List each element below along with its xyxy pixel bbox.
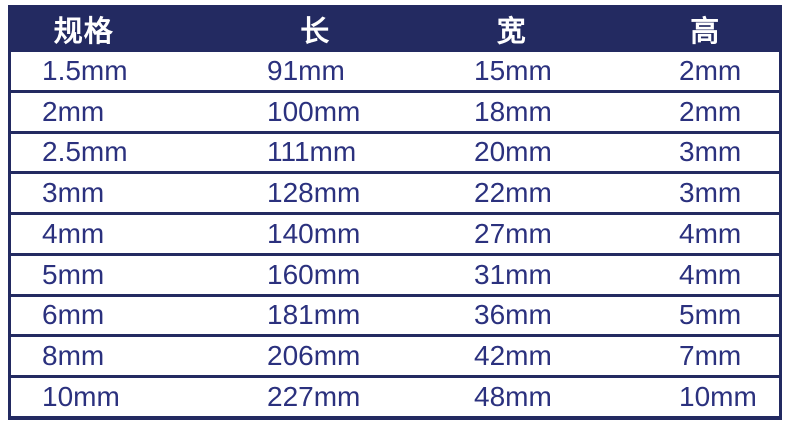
cell-spec: 5mm — [42, 258, 105, 290]
table-row: 4mm 140mm 27mm 4mm — [11, 212, 779, 253]
cell-width: 22mm — [474, 177, 552, 209]
cell-height: 3mm — [679, 136, 742, 168]
cell-width: 20mm — [474, 136, 552, 168]
cell-length: 160mm — [267, 258, 361, 290]
cell-spec: 3mm — [42, 177, 105, 209]
cell-length: 128mm — [267, 177, 361, 209]
table-row: 5mm 160mm 31mm 4mm — [11, 252, 779, 294]
cell-spec: 2mm — [42, 95, 105, 127]
cell-height: 2mm — [679, 54, 742, 86]
cell-height: 7mm — [679, 340, 742, 372]
header-cell-height: 高 — [690, 15, 721, 48]
cell-width: 15mm — [474, 54, 552, 86]
cell-spec: 4mm — [42, 217, 105, 249]
cell-spec: 8mm — [42, 340, 105, 372]
table-row: 8mm 206mm 42mm 7mm — [11, 334, 779, 375]
cell-length: 91mm — [267, 54, 345, 86]
cell-height: 2mm — [679, 95, 742, 127]
cell-length: 181mm — [267, 299, 361, 331]
cell-height: 5mm — [679, 299, 742, 331]
cell-spec: 10mm — [42, 380, 120, 412]
cell-width: 48mm — [474, 380, 552, 412]
cell-height: 3mm — [679, 177, 742, 209]
table-row: 10mm 227mm 48mm 10mm — [11, 375, 779, 416]
cell-height: 4mm — [679, 217, 742, 249]
cell-length: 100mm — [267, 95, 361, 127]
table-row: 2.5mm 111mm 20mm 3mm — [11, 130, 779, 172]
cell-height: 4mm — [679, 258, 742, 290]
header-cell-width: 宽 — [496, 15, 527, 48]
table-header-row: 规格 长 宽 高 — [8, 5, 782, 52]
table-row: 1.5mm 91mm 15mm 2mm — [11, 52, 779, 90]
table-row: 3mm 128mm 22mm 3mm — [11, 171, 779, 212]
cell-spec: 2.5mm — [42, 136, 128, 168]
header-cell-length: 长 — [300, 15, 331, 48]
cell-width: 42mm — [474, 340, 552, 372]
table-row: 2mm 100mm 18mm 2mm — [11, 89, 779, 131]
cell-spec: 1.5mm — [42, 54, 128, 86]
spec-table: 规格 长 宽 高 1.5mm 91mm 15mm 2mm 2mm 100mm 1… — [8, 5, 782, 420]
cell-length: 227mm — [267, 380, 361, 412]
cell-length: 111mm — [267, 136, 357, 168]
cell-width: 36mm — [474, 299, 552, 331]
cell-width: 31mm — [474, 258, 552, 290]
cell-height: 10mm — [679, 380, 757, 412]
table-body: 1.5mm 91mm 15mm 2mm 2mm 100mm 18mm 2mm 2… — [8, 52, 782, 420]
table-row: 6mm 181mm 36mm 5mm — [11, 293, 779, 335]
cell-width: 27mm — [474, 217, 552, 249]
cell-length: 140mm — [267, 217, 361, 249]
cell-length: 206mm — [267, 340, 361, 372]
header-cell-spec: 规格 — [53, 15, 114, 48]
cell-width: 18mm — [474, 95, 552, 127]
cell-spec: 6mm — [42, 299, 105, 331]
